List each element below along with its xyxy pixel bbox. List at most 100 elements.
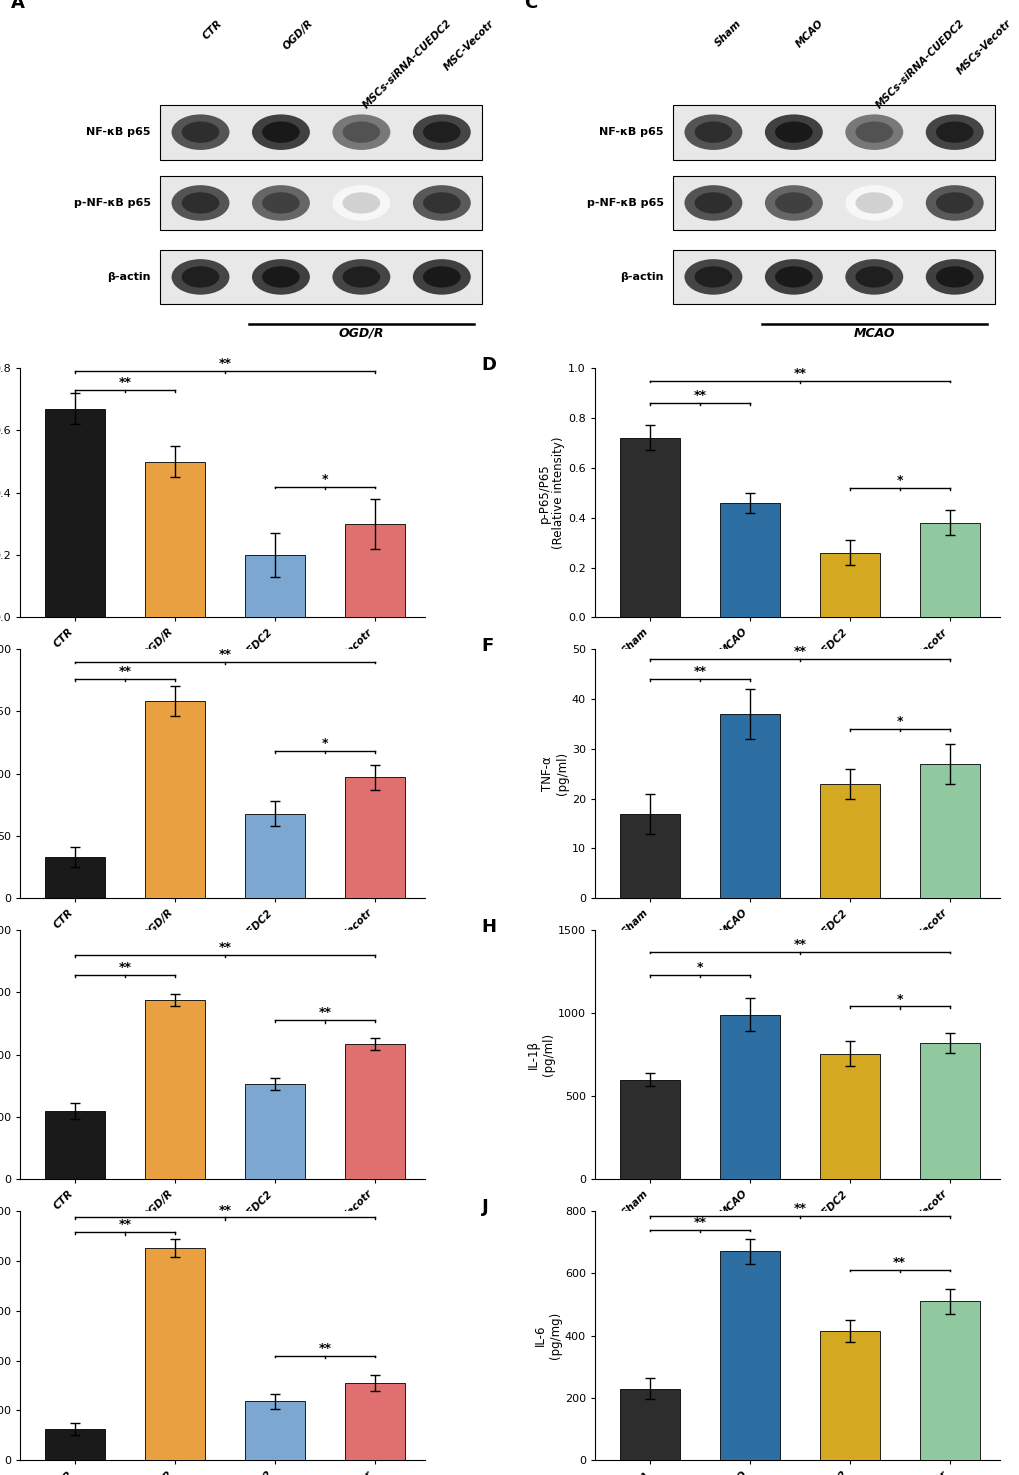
Text: CTR: CTR — [201, 18, 223, 41]
Text: **: ** — [793, 645, 805, 658]
Ellipse shape — [423, 192, 461, 214]
Text: MSCs-siRNA-CUEDC2: MSCs-siRNA-CUEDC2 — [873, 18, 966, 111]
Ellipse shape — [935, 192, 972, 214]
Text: **: ** — [693, 665, 706, 678]
Text: MSC-Vecotr: MSC-Vecotr — [441, 18, 495, 72]
Bar — [344, 1044, 405, 1180]
Text: **: ** — [218, 648, 231, 661]
Ellipse shape — [925, 115, 982, 150]
Text: **: ** — [218, 357, 231, 370]
Ellipse shape — [845, 186, 903, 221]
Bar — [919, 764, 978, 898]
Text: **: ** — [318, 1342, 331, 1354]
Text: **: ** — [793, 367, 805, 379]
Text: *: * — [322, 472, 328, 485]
Bar — [719, 714, 780, 898]
Ellipse shape — [925, 186, 982, 221]
Text: MCAO: MCAO — [793, 18, 824, 50]
Text: *: * — [896, 715, 902, 729]
Text: MCAO: MCAO — [853, 327, 894, 339]
Ellipse shape — [252, 260, 310, 295]
Ellipse shape — [855, 192, 893, 214]
Ellipse shape — [413, 260, 471, 295]
Ellipse shape — [342, 121, 380, 143]
Ellipse shape — [935, 121, 972, 143]
Ellipse shape — [684, 260, 742, 295]
Text: **: ** — [893, 1255, 905, 1268]
Bar — [919, 522, 978, 618]
Ellipse shape — [935, 267, 972, 288]
Ellipse shape — [342, 192, 380, 214]
Ellipse shape — [262, 267, 300, 288]
Bar — [145, 462, 205, 618]
Text: NF-κB p65: NF-κB p65 — [87, 127, 151, 137]
Ellipse shape — [252, 115, 310, 150]
Bar — [45, 1111, 105, 1180]
Ellipse shape — [845, 260, 903, 295]
Text: **: ** — [218, 1204, 231, 1217]
Ellipse shape — [181, 192, 219, 214]
Bar — [819, 553, 878, 618]
Ellipse shape — [764, 186, 822, 221]
Bar — [819, 783, 878, 898]
Bar — [673, 105, 994, 159]
Bar — [145, 1248, 205, 1460]
Ellipse shape — [774, 192, 812, 214]
Ellipse shape — [262, 192, 300, 214]
Ellipse shape — [342, 267, 380, 288]
Bar — [620, 814, 680, 898]
Bar — [620, 1080, 680, 1180]
Ellipse shape — [171, 186, 229, 221]
Ellipse shape — [764, 260, 822, 295]
Text: *: * — [896, 473, 902, 487]
Ellipse shape — [423, 121, 461, 143]
Text: **: ** — [318, 1006, 331, 1019]
Bar — [160, 176, 482, 230]
Y-axis label: TNF-α
(pg/ml): TNF-α (pg/ml) — [540, 752, 569, 795]
Ellipse shape — [774, 267, 812, 288]
Y-axis label: IL-1β
(pg/ml): IL-1β (pg/ml) — [527, 1032, 554, 1077]
Bar — [160, 105, 482, 159]
Ellipse shape — [332, 115, 390, 150]
Bar — [45, 409, 105, 618]
Bar — [160, 249, 482, 304]
Text: **: ** — [218, 941, 231, 954]
Bar — [620, 1388, 680, 1460]
Bar — [145, 1000, 205, 1180]
Bar — [819, 1330, 878, 1460]
Ellipse shape — [925, 260, 982, 295]
Text: *: * — [896, 993, 902, 1006]
Text: MSCs-Vecotr: MSCs-Vecotr — [954, 18, 1012, 77]
Ellipse shape — [332, 186, 390, 221]
Ellipse shape — [181, 267, 219, 288]
Bar — [45, 1429, 105, 1460]
Ellipse shape — [694, 192, 732, 214]
Text: OGD/R: OGD/R — [338, 327, 384, 339]
Ellipse shape — [413, 115, 471, 150]
Text: J: J — [481, 1199, 488, 1217]
Ellipse shape — [332, 260, 390, 295]
Bar — [620, 438, 680, 618]
Text: OGD/R: OGD/R — [280, 18, 315, 52]
Text: F: F — [481, 637, 493, 655]
Text: **: ** — [693, 389, 706, 403]
Bar — [673, 176, 994, 230]
Ellipse shape — [171, 260, 229, 295]
Bar — [245, 1401, 305, 1460]
Bar — [245, 555, 305, 618]
Ellipse shape — [764, 115, 822, 150]
Bar — [919, 1301, 978, 1460]
Text: **: ** — [118, 962, 131, 975]
Ellipse shape — [774, 121, 812, 143]
Bar — [245, 1084, 305, 1180]
Text: **: ** — [118, 1218, 131, 1232]
Text: H: H — [481, 917, 496, 935]
Bar — [245, 814, 305, 898]
Text: **: ** — [118, 665, 131, 678]
Text: C: C — [524, 0, 537, 12]
Bar — [673, 249, 994, 304]
Ellipse shape — [845, 115, 903, 150]
Bar — [344, 1384, 405, 1460]
Text: MSCs-siRNA-CUEDC2: MSCs-siRNA-CUEDC2 — [361, 18, 453, 111]
Bar — [344, 777, 405, 898]
